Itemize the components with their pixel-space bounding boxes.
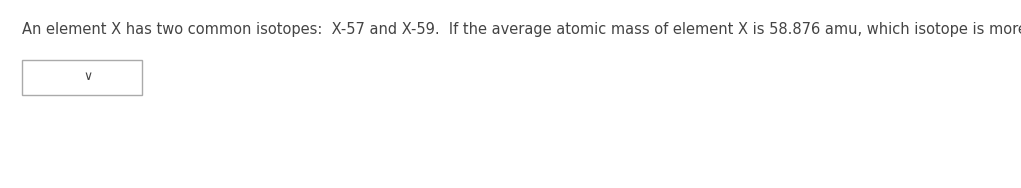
Text: An element X has two common isotopes:  X-57 and X-59.  If the average atomic mas: An element X has two common isotopes: X-…: [22, 22, 1021, 37]
Bar: [22, 60, 142, 95]
Text: ∨: ∨: [84, 70, 93, 83]
